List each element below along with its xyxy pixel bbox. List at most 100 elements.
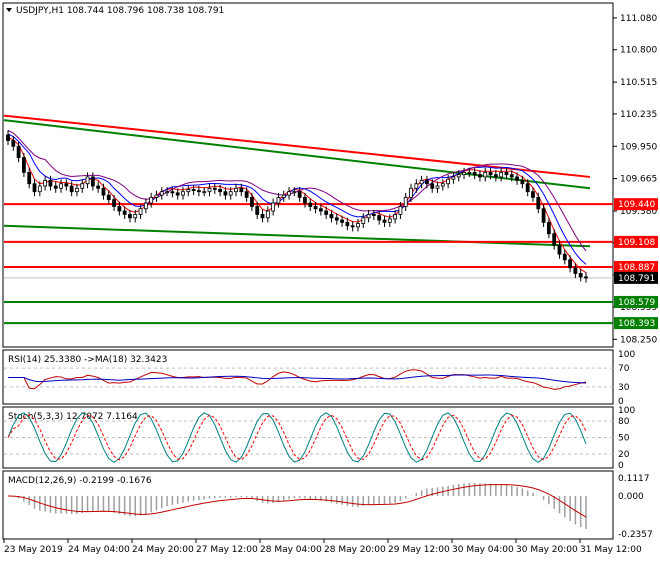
candle-body (440, 183, 445, 187)
candle-body (531, 191, 535, 198)
candle-body (387, 218, 392, 223)
candle-body (345, 221, 350, 227)
candle-body (239, 187, 244, 193)
candle-body (281, 194, 286, 198)
candle-body (398, 206, 403, 215)
candle-body (37, 185, 42, 193)
price-tick-label: 111.080 (620, 14, 657, 24)
candle-body (143, 202, 148, 210)
trendline-2 (3, 119, 591, 190)
candle-body (244, 191, 249, 198)
candle-body (361, 217, 366, 224)
price-axis: 111.080 110.800 110.515 110.235 109.950 109.6… (613, 14, 658, 345)
rsi-tick-label: 0 (618, 397, 624, 407)
candle-body (101, 187, 106, 196)
candle-body (27, 171, 32, 185)
time-tick-label: 31 May 12:00 (580, 545, 642, 555)
candle-body (276, 196, 281, 204)
candle-body (536, 196, 541, 210)
symbol-header: USDJPY,H1 108.744 108.796 108.738 108.79… (16, 6, 224, 16)
candle-body (584, 276, 588, 279)
candle-body (53, 185, 58, 189)
stoch-pane[interactable] (2, 406, 614, 469)
candle-body (425, 179, 429, 185)
candle-body (265, 210, 270, 219)
stoch-tick-label: 100 (618, 406, 635, 416)
macd-layer: 0.1117 0.000 -0.2357 (7, 474, 653, 540)
stoch-signal-line (7, 414, 587, 461)
candle-body (393, 214, 398, 220)
time-tick-label: 30 May 04:00 (452, 545, 514, 555)
price-label-box-r2 (614, 235, 658, 248)
candle-body (170, 191, 175, 194)
candle-body (117, 206, 122, 212)
candle-body (568, 259, 572, 269)
macd-pane[interactable] (2, 470, 614, 540)
candle-body (85, 176, 90, 185)
candle-body (313, 206, 318, 210)
candle-body (303, 196, 307, 204)
candle-body (451, 176, 456, 180)
candle-body (371, 214, 376, 216)
price-label-r2: 109.108 (618, 238, 655, 248)
candle-body (149, 196, 154, 204)
price-label-box-g2 (614, 317, 658, 330)
time-tick-label: 30 May 20:00 (516, 545, 578, 555)
candle-body (228, 191, 233, 196)
candle-body (43, 179, 48, 187)
time-tick-label: 28 May 20:00 (324, 545, 386, 555)
time-tick-label: 29 May 12:00 (388, 545, 450, 555)
candle-body (467, 171, 472, 174)
candle-body (562, 253, 567, 261)
price-label-box-cur (614, 271, 658, 284)
rsi-tick-label: 100 (618, 350, 635, 360)
candle-body (287, 191, 291, 196)
price-tick-label: 110.235 (620, 110, 657, 120)
candle-body (329, 214, 334, 219)
candle-body (414, 183, 419, 189)
candle-body (138, 208, 143, 215)
candle-body (186, 189, 191, 193)
candle-body (557, 244, 562, 255)
candle-body (218, 189, 223, 193)
candle-body (297, 191, 302, 198)
candle-body (350, 225, 355, 228)
price-layer (3, 114, 613, 325)
candle-body (520, 179, 525, 185)
candle-body (175, 192, 180, 196)
candle-body (552, 233, 557, 246)
candle-body (366, 214, 371, 219)
candle-body (250, 196, 254, 207)
candle-body (223, 191, 228, 196)
rsi-pane[interactable] (2, 349, 614, 405)
candle-body (446, 178, 451, 185)
time-tick-label: 24 May 20:00 (132, 545, 194, 555)
trendline-1 (3, 114, 591, 178)
candle-body (6, 134, 10, 141)
stoch-main-line (7, 412, 587, 463)
candle-body (48, 179, 53, 187)
stoch-tick-label: 0 (618, 461, 624, 471)
candle-body (59, 183, 63, 189)
candle-body (478, 174, 482, 178)
candle-body (318, 208, 323, 212)
candle-body (128, 214, 132, 219)
candle-body (419, 179, 424, 185)
price-tick-label: 109.380 (620, 207, 657, 217)
price-label-r1: 109.440 (618, 200, 655, 210)
candle-body (133, 214, 138, 219)
candle-body (430, 183, 435, 189)
candle-body (11, 140, 16, 147)
candle-body (435, 185, 440, 189)
moving-average-2 (7, 133, 587, 265)
candle-body (462, 171, 466, 176)
macd-tick-label: -0.2357 (618, 530, 653, 540)
candle-body (181, 191, 185, 196)
candle-body (75, 187, 79, 193)
price-tick-label: 110.800 (620, 46, 657, 56)
candle-body (165, 191, 169, 194)
triangle-down-icon[interactable] (6, 8, 12, 12)
candle-body (515, 176, 519, 181)
